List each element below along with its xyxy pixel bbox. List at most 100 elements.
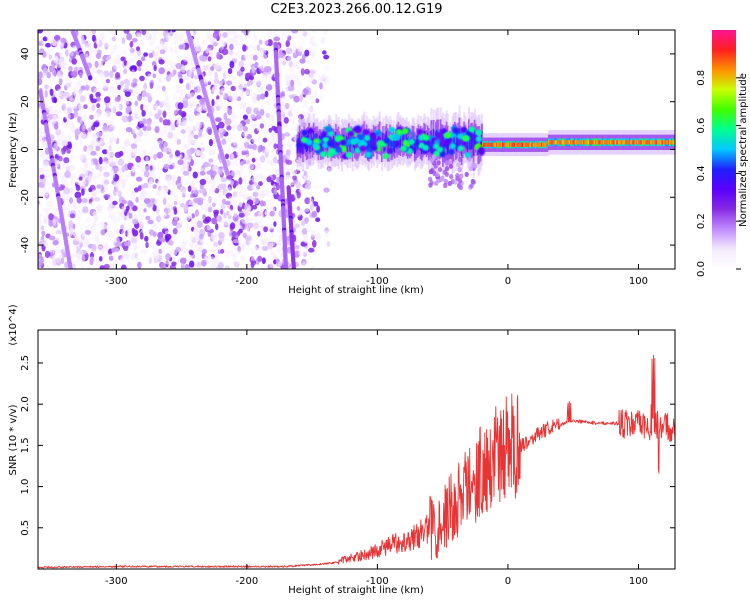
- spectrogram-blob: [387, 147, 394, 154]
- spectrogram-band-peak: [524, 142, 527, 147]
- spectrogram-band-core: [471, 131, 474, 149]
- spectrogram-cell: [324, 79, 330, 86]
- spectrogram-cell: [285, 159, 293, 165]
- spectrogram-band-peak: [562, 140, 564, 145]
- spectrogram-band-peak: [610, 140, 613, 145]
- spectrogram-cell: [161, 262, 167, 269]
- spectrogram-cell: [83, 104, 88, 110]
- spectrogram-band-peak: [633, 140, 636, 145]
- spectrogram-band-peak: [668, 140, 671, 145]
- spectrogram-cell: [60, 256, 65, 265]
- spectrogram-blob: [340, 139, 347, 146]
- spectrogram-cell: [219, 132, 224, 139]
- spectrogram-band-peak: [664, 140, 667, 145]
- spectrogram-tail: [435, 178, 441, 184]
- spectrogram-cell: [52, 218, 57, 226]
- spectrogram-blob: [449, 143, 456, 150]
- spectrogram-cell: [242, 125, 248, 132]
- spectrogram-cell: [129, 57, 135, 64]
- spectrogram-cell: [89, 42, 94, 50]
- spectrogram-cell: [135, 32, 142, 38]
- spectrogram-cell: [177, 102, 184, 110]
- spectrogram-cell: [149, 82, 154, 89]
- spectrogram-cell: [253, 35, 258, 42]
- spectrogram-cell: [181, 30, 187, 35]
- spectrogram-cell: [103, 263, 110, 269]
- spectrogram-cell: [272, 156, 278, 164]
- spectrogram-band-core: [378, 129, 381, 146]
- spectrogram-blob: [322, 136, 329, 143]
- spectrogram-cell: [87, 131, 92, 137]
- spectrogram-blob: [365, 151, 372, 158]
- spectrogram-cell: [90, 226, 96, 231]
- spectrogram-cell: [218, 104, 223, 109]
- spectrogram-cell: [259, 172, 263, 179]
- spectrogram-cell: [194, 125, 199, 130]
- spectrogram-band-peak: [510, 142, 513, 147]
- spectrogram-cell: [97, 245, 103, 252]
- spectrogram-cell: [212, 31, 220, 39]
- spectrogram-cell: [173, 109, 178, 115]
- spectrogram-cell: [108, 145, 112, 152]
- spectrogram-blob: [475, 129, 482, 136]
- spectrogram-cell: [261, 116, 265, 124]
- spectrogram-cell: [307, 87, 312, 96]
- spectrogram-cell: [58, 253, 64, 259]
- spectrogram-cell: [38, 71, 43, 79]
- spectrogram-band-core: [417, 132, 420, 149]
- spectrogram-cell: [304, 217, 309, 223]
- spectrogram-cell: [51, 255, 56, 263]
- spectrogram-band-peak: [596, 140, 598, 145]
- spectrogram-cell: [224, 265, 230, 269]
- spectrogram-band-peak: [658, 140, 661, 145]
- spectrogram-cell: [221, 138, 227, 145]
- spectrogram-cell: [114, 96, 121, 102]
- spectrogram-cell: [159, 49, 166, 55]
- spectrogram-cell: [64, 170, 71, 178]
- spectrogram-cell: [263, 66, 269, 73]
- spectrogram-cell: [193, 227, 200, 233]
- x-tick-label: 100: [629, 576, 648, 587]
- spectrogram-cell: [102, 134, 107, 140]
- spectrogram-cell: [190, 159, 194, 167]
- spectrogram-band-peak: [670, 140, 672, 145]
- spectrogram-cell: [78, 104, 84, 111]
- spectrogram-cell: [313, 97, 317, 104]
- spectrogram-cell: [225, 145, 232, 152]
- spectrogram-cell: [252, 96, 257, 104]
- spectrogram-cell: [57, 39, 62, 45]
- spectrogram-band-peak: [538, 142, 541, 147]
- spectrogram-band-peak: [625, 140, 628, 145]
- spectrogram-cell: [147, 95, 153, 103]
- spectrogram-cell: [224, 200, 231, 206]
- spectrogram-cell: [243, 83, 248, 89]
- spectrogram-cell: [138, 66, 142, 72]
- spectrogram-cell: [229, 240, 234, 247]
- spectrogram-cell: [81, 198, 88, 204]
- spectrogram-cell: [211, 217, 218, 225]
- spectrogram-cell: [178, 109, 183, 116]
- spectrogram-cell: [189, 242, 194, 249]
- spectrogram-band-peak: [623, 140, 625, 145]
- spectrogram-cell: [99, 35, 105, 41]
- spectrogram-cell: [94, 60, 99, 68]
- spectrogram-cell: [215, 223, 219, 231]
- spectrogram-cell: [58, 155, 63, 162]
- spectrogram-cell: [143, 182, 149, 189]
- spectrogram-cell: [165, 96, 169, 102]
- spectrogram-band-peak: [639, 140, 642, 145]
- spectrogram-cell: [181, 239, 189, 245]
- spectrogram-band-peak: [587, 140, 590, 145]
- spectrogram-cell: [249, 75, 255, 81]
- y-tick-label: 0: [20, 146, 31, 152]
- spectrogram-cell: [244, 235, 252, 241]
- spectrogram-band-peak: [516, 142, 519, 147]
- spectrogram-cell: [158, 248, 163, 254]
- spectrogram-cell: [112, 88, 119, 94]
- spectrogram-cell: [172, 93, 177, 101]
- spectrogram-cell: [235, 193, 239, 199]
- spectrogram-cell: [294, 244, 300, 250]
- spectrogram-cell: [39, 168, 46, 175]
- spectrogram-cell: [179, 245, 186, 254]
- spectrogram-band-core: [348, 130, 351, 146]
